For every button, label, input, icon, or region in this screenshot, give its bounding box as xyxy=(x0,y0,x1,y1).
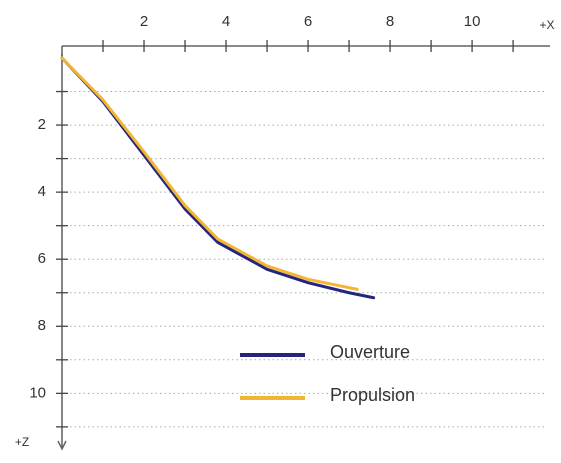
line xyxy=(60,56,376,300)
y-axis-arrow xyxy=(57,440,67,451)
x-tick-label: 2 xyxy=(140,13,148,30)
x-tick-label: 8 xyxy=(386,13,394,30)
y-tick-label: 6 xyxy=(38,250,46,267)
x-tick-label: 6 xyxy=(304,13,312,30)
x-tick-label: 4 xyxy=(222,13,230,30)
line xyxy=(60,56,359,291)
x-axis-label: +X xyxy=(539,18,554,32)
y-axis-label: +Z xyxy=(15,435,29,449)
y-tick-label: 10 xyxy=(29,384,46,401)
legend-label: Ouverture xyxy=(330,342,410,362)
y-tick-label: 8 xyxy=(38,317,46,334)
x-tick-label: 10 xyxy=(464,13,481,30)
legend-label: Propulsion xyxy=(330,385,415,405)
y-tick-label: 4 xyxy=(38,183,46,200)
y-tick-label: 2 xyxy=(38,116,46,133)
